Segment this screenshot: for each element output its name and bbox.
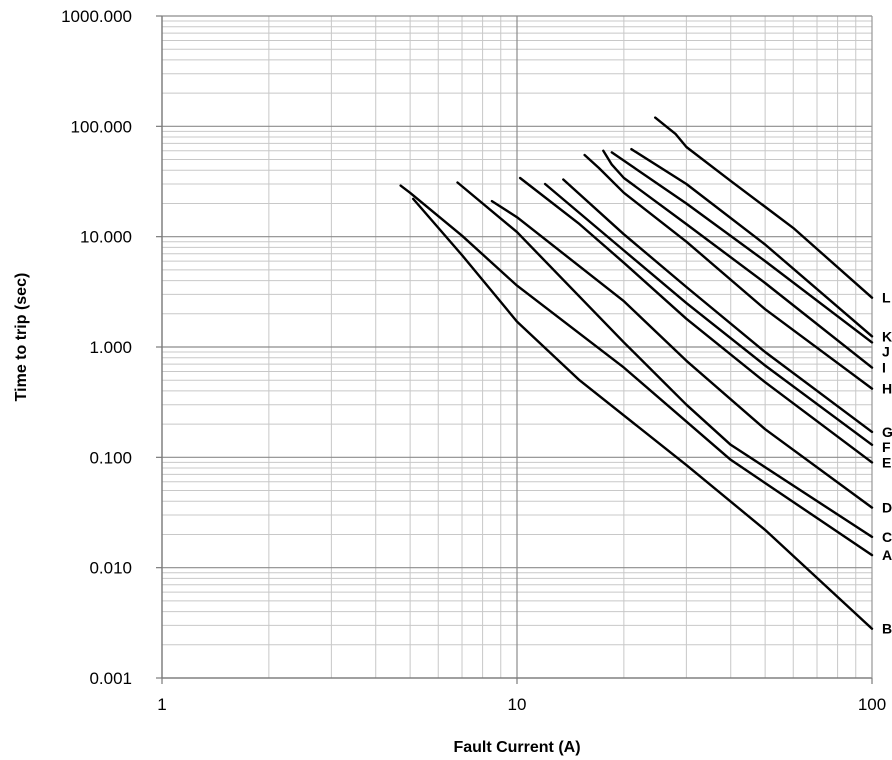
- curve-label-d: D: [882, 500, 892, 516]
- curve-label-j: J: [882, 343, 890, 359]
- y-tick-label: 1.000: [89, 338, 132, 357]
- gridlines: [161, 15, 873, 679]
- series-line-e: [518, 176, 874, 464]
- curve-label-f: F: [882, 439, 891, 455]
- y-tick-label: 0.010: [89, 559, 132, 578]
- y-axis-title: Time to trip (sec): [13, 273, 30, 402]
- y-tick-label: 0.001: [89, 669, 132, 688]
- curve-label-b: B: [882, 621, 892, 637]
- curve-label-k: K: [882, 328, 892, 344]
- series-line-h: [583, 153, 874, 390]
- curve-label-c: C: [882, 529, 892, 545]
- y-tick-label: 100.000: [71, 117, 132, 136]
- series-line-b: [412, 197, 874, 630]
- x-axis-title: Fault Current (A): [453, 739, 580, 756]
- y-tick-label: 1000.000: [61, 7, 132, 26]
- series-line-k: [630, 148, 874, 338]
- curve-label-e: E: [882, 454, 891, 470]
- curve-label-h: H: [882, 381, 892, 397]
- series-line-a: [399, 184, 874, 557]
- x-tick-label: 10: [508, 695, 527, 714]
- series-line-g: [562, 178, 874, 434]
- series-line-l: [654, 116, 874, 299]
- axes: 1 10 100 0.001 0.010 0.100 1.000 10.000 100.000 1…: [61, 7, 886, 714]
- curve-label-g: G: [882, 424, 892, 440]
- y-tick-label: 0.100: [89, 448, 132, 467]
- x-tick-label: 100: [858, 695, 886, 714]
- y-tick-label: 10.000: [80, 228, 132, 247]
- curve-label-a: A: [882, 547, 892, 563]
- series-lines: [399, 116, 874, 630]
- series-line-f: [543, 182, 874, 446]
- series-line-i: [602, 149, 874, 369]
- series-line-j: [610, 151, 874, 344]
- curve-label-l: L: [882, 290, 891, 306]
- x-tick-label: 1: [157, 695, 166, 714]
- series-line-d: [490, 199, 874, 509]
- series-line-c: [456, 181, 874, 539]
- curve-label-i: I: [882, 360, 886, 376]
